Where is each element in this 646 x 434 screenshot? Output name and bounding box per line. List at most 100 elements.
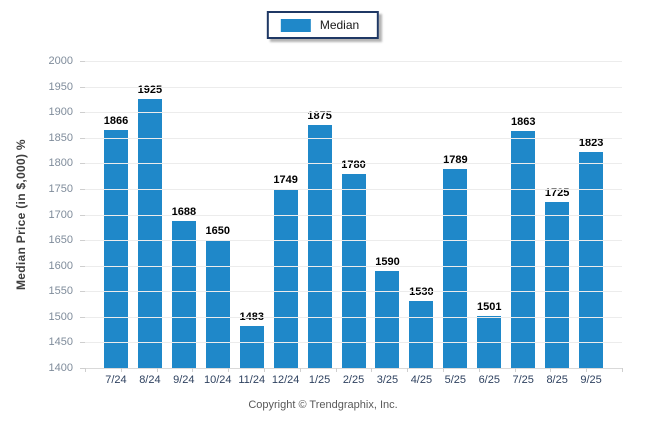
bar-slot-5/25: 1789 [438, 61, 472, 368]
x-tick-label-8/25: 8/25 [546, 374, 568, 386]
y-tick-mark-1400 [80, 368, 85, 369]
x-tick-mark [407, 368, 409, 372]
bar-slot-11/24: 1483 [235, 61, 269, 368]
gridline-2000 [85, 61, 622, 62]
gridline-1900 [85, 112, 622, 114]
y-tick-mark-1650 [80, 240, 85, 242]
bar-slot-7/24: 1866 [99, 61, 133, 368]
y-tick-mark-1750 [80, 188, 85, 190]
bar-slot-1/25: 1875 [303, 61, 337, 368]
gridline-1600 [85, 265, 622, 267]
bar-value-label-11/24: 1483 [239, 310, 264, 323]
bar-6/25 [477, 316, 502, 368]
bar-slot-10/24: 1650 [201, 61, 235, 368]
x-tick-mark [478, 368, 480, 372]
gridline-1450 [85, 342, 622, 344]
gridline-1700 [85, 214, 622, 216]
x-tick-mark [264, 368, 265, 372]
bar-value-label-7/24: 1866 [103, 114, 129, 127]
y-tick-label-1950: 1950 [48, 80, 73, 93]
x-tick-label-7/24: 7/24 [105, 374, 127, 386]
bar-1/25 [307, 124, 332, 368]
x-tick-mark [622, 368, 623, 372]
x-tick-label-8/24: 8/24 [139, 374, 161, 386]
x-tick-mark [228, 368, 230, 372]
y-tick-label-1900: 1900 [48, 106, 73, 119]
gridline-1500 [85, 316, 622, 318]
bar-slot-12/24: 1749 [269, 61, 303, 368]
y-tick-label-1550: 1550 [48, 285, 73, 298]
gridline-1550 [85, 291, 622, 293]
x-tick-label-2/25: 2/25 [342, 374, 365, 386]
bar-7/25 [511, 131, 536, 368]
x-tick-label-9/25: 9/25 [580, 374, 602, 386]
gridline-1850 [85, 137, 622, 139]
y-tick-mark-1500 [80, 316, 85, 318]
x-tick-label-5/25: 5/25 [444, 374, 467, 386]
x-tick-mark [156, 368, 158, 372]
bar-5/25 [443, 168, 468, 368]
bar-slot-6/25: 1501 [472, 61, 506, 368]
x-tick-label-4/25: 4/25 [410, 374, 433, 386]
x-tick-mark [586, 368, 588, 372]
gridline-1950 [85, 86, 622, 88]
gridline-1750 [85, 188, 622, 190]
bar-series-median: 1866 1925 1688 1650 1483 1749 1875 1780 1590 1530… [85, 61, 622, 368]
bar-value-label-2/25: 1780 [341, 158, 366, 171]
bar-8/24 [137, 99, 162, 368]
bar-10/24 [205, 240, 230, 368]
x-tick-mark [443, 368, 444, 372]
y-tick-mark-1600 [80, 265, 85, 267]
x-tick-label-1/25: 1/25 [308, 374, 331, 386]
x-tick-label-6/25: 6/25 [478, 374, 500, 386]
y-tick-mark-2000 [80, 61, 85, 62]
y-tick-label-1600: 1600 [48, 259, 73, 272]
y-tick-label-1650: 1650 [48, 234, 73, 247]
y-tick-label-1850: 1850 [48, 131, 73, 144]
y-tick-mark-1550 [80, 291, 85, 293]
x-axis-tick-labels: 7/24 8/24 9/24 10/24 11/24 12/24 1/25 2/25 3/25 4… [85, 374, 622, 386]
bar-slot-4/25: 1530 [404, 61, 438, 368]
bar-8/25 [545, 201, 570, 368]
bar-4/25 [409, 301, 434, 368]
bar-slot-9/25: 1823 [574, 61, 608, 368]
legend-swatch-median [280, 18, 311, 32]
y-tick-mark-1450 [80, 342, 85, 344]
bar-12/24 [273, 189, 298, 368]
bar-3/25 [375, 270, 400, 368]
bar-slot-7/25: 1863 [506, 61, 540, 368]
y-tick-mark-1800 [80, 163, 85, 165]
bar-11/24 [239, 325, 264, 368]
x-tick-mark [335, 368, 337, 372]
y-tick-label-1400: 1400 [48, 362, 73, 374]
chart-legend: Median [266, 11, 380, 39]
legend-label-median: Median [319, 18, 360, 32]
bar-slot-2/25: 1780 [337, 61, 371, 368]
bar-value-label-5/25: 1789 [443, 153, 468, 166]
bar-value-label-10/24: 1650 [205, 225, 231, 238]
plot-area: 1866 1925 1688 1650 1483 1749 1875 1780 1590 1530… [80, 61, 623, 372]
y-tick-label-1800: 1800 [48, 157, 73, 170]
x-tick-label-7/25: 7/25 [512, 374, 534, 386]
x-tick-mark [299, 368, 301, 372]
bar-9/24 [171, 220, 196, 368]
y-tick-mark-1700 [80, 214, 85, 216]
y-tick-label-1700: 1700 [48, 208, 73, 221]
y-tick-label-1750: 1750 [48, 182, 73, 195]
bar-7/24 [103, 129, 128, 368]
gridline-1650 [85, 240, 622, 242]
bar-slot-8/24: 1925 [133, 61, 167, 368]
y-tick-label-2000: 2000 [48, 55, 73, 67]
gridline-1800 [85, 163, 622, 165]
x-tick-label-9/24: 9/24 [173, 374, 195, 386]
bar-value-label-9/25: 1823 [578, 136, 604, 149]
bar-value-label-6/25: 1501 [477, 301, 502, 314]
bar-value-label-4/25: 1530 [409, 286, 434, 299]
bar-slot-3/25: 1590 [371, 61, 405, 368]
bar-value-label-3/25: 1590 [375, 255, 400, 268]
bar-value-label-12/24: 1749 [273, 174, 298, 187]
x-tick-mark [192, 368, 194, 372]
bar-2/25 [341, 173, 366, 368]
y-tick-mark-1900 [80, 112, 85, 114]
